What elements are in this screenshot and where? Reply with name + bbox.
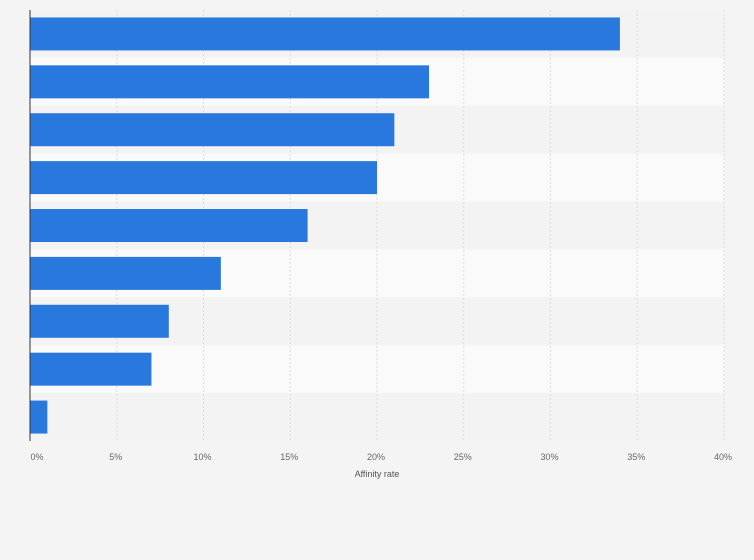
row-band: [30, 393, 724, 441]
x-tick-label: 25%: [454, 452, 472, 462]
x-tick-label: 30%: [540, 452, 558, 462]
bar: [30, 400, 48, 434]
x-tick-label: 15%: [280, 452, 298, 462]
bar: [30, 209, 308, 242]
x-tick-label: 20%: [367, 452, 385, 462]
x-tick-label: 35%: [627, 452, 645, 462]
x-tick-label: 5%: [109, 452, 122, 462]
bar: [30, 113, 395, 147]
x-tick-label: 10%: [193, 452, 211, 462]
x-axis-ticks: 0% 5% 10% 15% 20% 25% 30% 35% 40%: [30, 452, 732, 462]
x-tick-label: 40%: [714, 452, 732, 462]
bar: [30, 161, 377, 195]
x-axis-title: Affinity rate: [355, 469, 400, 479]
bar: [30, 17, 620, 51]
x-tick-label: 0%: [30, 452, 43, 462]
bar: [30, 352, 152, 386]
bar: [30, 304, 169, 338]
bar: [30, 256, 221, 290]
bar: [30, 65, 430, 99]
bars: [30, 17, 620, 434]
